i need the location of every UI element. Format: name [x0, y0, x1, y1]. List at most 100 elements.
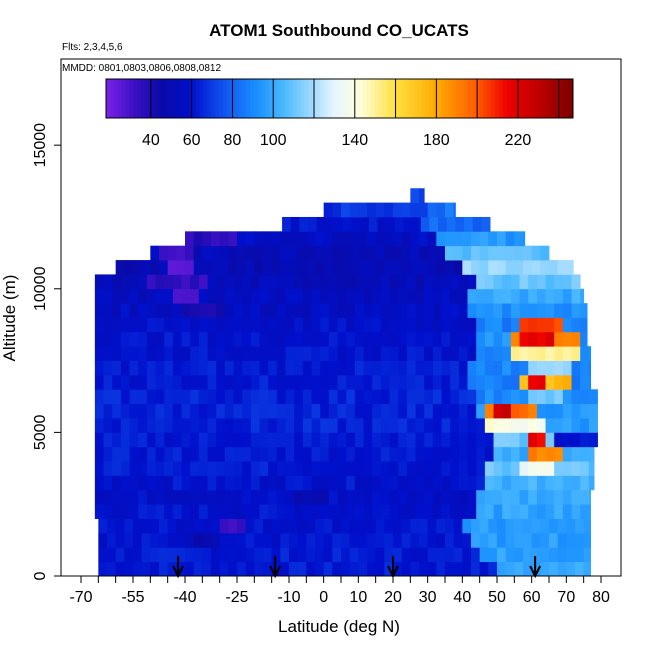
heat-cell — [450, 331, 460, 347]
heat-cell — [406, 446, 416, 462]
colorbar-segment — [113, 79, 119, 118]
heat-cell — [406, 504, 416, 519]
heat-cell — [306, 231, 316, 247]
heat-cell — [510, 403, 520, 419]
heat-cell — [337, 346, 347, 361]
heat-cell — [424, 418, 434, 433]
heat-cell — [389, 303, 399, 318]
heat-cell — [94, 303, 104, 318]
heat-cell — [181, 288, 191, 304]
heat-cell — [493, 475, 503, 491]
heat-cell — [571, 418, 581, 433]
heat-cell — [320, 331, 330, 347]
heat-cell — [337, 374, 347, 390]
heat-cell — [380, 432, 390, 448]
heat-cell — [202, 245, 212, 261]
heat-cell — [120, 303, 130, 318]
heat-cell — [311, 374, 321, 390]
x-tick-label: -10 — [277, 589, 300, 606]
heat-cell — [450, 317, 460, 333]
heat-cell — [389, 432, 399, 448]
heat-cell — [207, 403, 217, 419]
heat-cell — [190, 288, 200, 304]
colorbar-tick-label: 60 — [183, 132, 201, 149]
heat-cell — [224, 489, 234, 505]
heat-cell — [129, 432, 139, 448]
heat-cell — [320, 446, 330, 462]
heat-cell — [502, 418, 512, 433]
heat-cell — [176, 547, 186, 563]
heat-cell — [224, 475, 234, 491]
heat-cell — [176, 260, 186, 275]
heat-cell — [401, 260, 411, 275]
heat-cell — [259, 288, 269, 304]
heat-cell — [190, 489, 200, 505]
heat-cell — [172, 489, 182, 505]
heat-cell — [372, 475, 382, 491]
heat-cell — [519, 303, 529, 318]
heat-cell — [583, 547, 591, 563]
heat-cell — [562, 446, 572, 462]
colorbar-segment — [499, 79, 504, 118]
heat-cell — [224, 317, 234, 333]
colorbar-segment — [386, 79, 391, 118]
heat-cell — [432, 374, 442, 390]
heat-cell — [289, 561, 299, 577]
heat-cell — [536, 418, 546, 433]
heat-cell — [315, 231, 325, 247]
heat-cell — [519, 432, 529, 448]
heat-cell — [458, 360, 468, 376]
heat-cell — [302, 288, 312, 304]
heat-cell — [528, 475, 538, 491]
heat-cell — [471, 547, 481, 563]
heat-cell — [528, 489, 538, 505]
colorbar-segment — [343, 79, 348, 118]
heat-cell — [342, 216, 352, 232]
heat-cell — [476, 403, 486, 419]
heat-cell — [519, 504, 529, 519]
heat-cell — [280, 547, 290, 563]
heat-cell — [467, 331, 477, 347]
heat-cell — [323, 561, 333, 577]
colorbar-segment — [460, 79, 465, 118]
heat-cell — [337, 432, 347, 448]
heat-cell — [528, 317, 538, 333]
heat-cell — [146, 303, 156, 318]
heat-cell — [471, 231, 481, 247]
heat-cell — [372, 274, 382, 290]
heat-cell — [363, 331, 373, 347]
heat-cell — [467, 403, 477, 419]
heat-cell — [190, 389, 200, 405]
heat-cell — [363, 504, 373, 519]
heat-cell — [476, 446, 486, 462]
heat-cell — [224, 418, 234, 433]
heat-cell — [190, 346, 200, 361]
heat-cell — [172, 331, 182, 347]
heat-cell — [401, 231, 411, 247]
heat-cell — [549, 260, 559, 275]
heat-cell — [549, 561, 559, 577]
heat-cell — [401, 518, 411, 534]
heat-cell — [445, 202, 455, 218]
heat-cell — [493, 360, 503, 376]
heat-cell — [172, 360, 182, 376]
heat-cell — [562, 360, 572, 376]
heat-cell — [133, 561, 143, 577]
colorbar-segment — [444, 79, 449, 118]
heat-cell — [540, 260, 550, 275]
heat-cell — [155, 475, 165, 491]
heat-cell — [554, 274, 564, 290]
heat-cell — [185, 231, 195, 247]
heat-cell — [410, 547, 420, 563]
heat-cell — [401, 547, 411, 563]
colorbar-segment — [203, 79, 208, 118]
heat-cell — [476, 374, 486, 390]
heat-cell — [415, 274, 425, 290]
heat-cell — [346, 374, 356, 390]
heat-cell — [450, 346, 460, 361]
heat-cell — [358, 547, 368, 563]
heat-cell — [120, 288, 130, 304]
heat-cell — [193, 532, 203, 548]
heat-cell — [159, 547, 169, 563]
